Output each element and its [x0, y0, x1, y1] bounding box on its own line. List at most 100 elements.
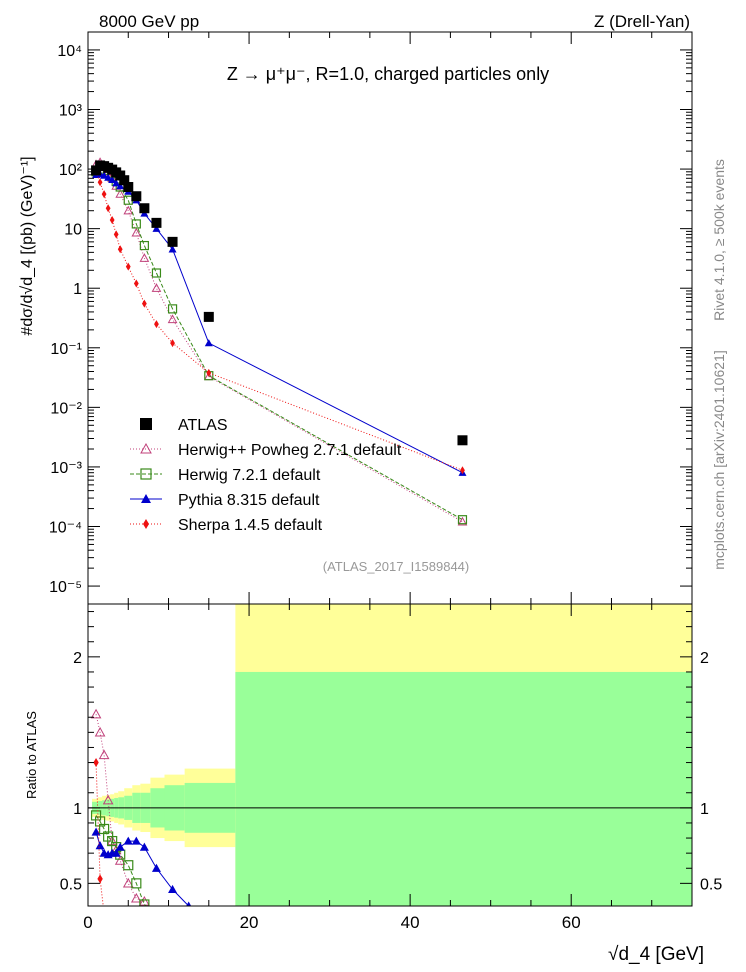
ratio-y-tick-label-right: 0.5 — [700, 876, 722, 893]
series-point — [460, 466, 465, 475]
analysis-label: (ATLAS_2017_I1589844) — [323, 559, 469, 574]
series-point — [108, 175, 117, 184]
ratio-series-point — [98, 749, 110, 760]
ratio-series-point — [102, 794, 114, 805]
y-tick-label: 10⁻² — [50, 400, 82, 417]
ratio-series-point — [114, 855, 126, 865]
legend: ATLAS Herwig++ Powheg 2.7.1 default Herwig… — [130, 417, 402, 534]
ratio-series-point — [186, 901, 192, 906]
ratio-y-tick-label: 1 — [73, 801, 82, 818]
mcplots-label: mcplots.cern.ch [arXiv:2401.10621] — [711, 350, 727, 569]
ratio-series-point — [91, 827, 101, 836]
ratio-series-point — [115, 842, 125, 851]
series-point — [97, 178, 103, 187]
x-tick-label: 0 — [83, 913, 92, 932]
ratio-series-point — [97, 874, 103, 884]
series-point — [206, 368, 212, 377]
ratio-series-point — [168, 884, 178, 893]
data-point — [457, 435, 468, 446]
ratio-series-point — [95, 841, 105, 850]
series-point — [101, 190, 107, 199]
ratio-series-point — [139, 842, 149, 851]
legend-marker — [143, 519, 149, 529]
series-point — [131, 219, 141, 229]
ratio-y-tick-label-right: 2 — [700, 650, 709, 667]
data-point — [151, 217, 162, 228]
y-tick-label: 10⁴ — [57, 43, 82, 60]
legend-label: ATLAS — [178, 417, 228, 434]
series-point — [151, 283, 162, 292]
ratio-series-group — [90, 708, 192, 933]
series-point — [141, 299, 147, 308]
series-point — [100, 171, 109, 179]
y-tick-label: 10⁻⁴ — [49, 519, 82, 536]
series-point — [125, 262, 131, 271]
series-point — [116, 181, 125, 190]
ratio-y-tick-label: 2 — [73, 650, 82, 667]
data-point — [131, 191, 142, 202]
ratio-series-point — [131, 836, 141, 845]
series-point — [109, 215, 115, 224]
series-point — [117, 245, 123, 254]
ratio-series-point — [130, 892, 142, 903]
ratio-series-point — [152, 909, 161, 918]
y-tick-label: 10⁻¹ — [50, 341, 82, 358]
series-point — [168, 245, 177, 253]
data-point — [123, 182, 134, 193]
series-point — [152, 224, 161, 232]
series-point — [151, 268, 162, 278]
series-point — [139, 253, 150, 262]
ratio-y-tick-label: 0.5 — [60, 876, 82, 893]
ratio-series-point — [123, 860, 134, 871]
ratio-series-point — [111, 848, 121, 857]
energy-label: 8000 GeV pp — [99, 12, 199, 31]
ratio-y-axis-label: Ratio to ATLAS — [24, 711, 39, 799]
series-point — [123, 205, 134, 215]
series-line — [95, 171, 463, 471]
y-tick-label: 1 — [73, 281, 82, 298]
data-point — [167, 236, 178, 247]
series-point — [170, 339, 175, 348]
legend-label: Sherpa 1.4.5 default — [178, 517, 323, 534]
legend-marker — [140, 442, 152, 454]
series-point — [112, 179, 121, 187]
legend-label: Herwig++ Powheg 2.7.1 default — [178, 442, 402, 459]
legend-marker — [140, 418, 152, 430]
ratio-series-point — [101, 909, 106, 918]
plot-title: Z → μ⁺μ⁻, R=1.0, charged particles only — [227, 64, 549, 84]
ratio-series-point — [105, 924, 110, 933]
ratio-series-clip — [90, 708, 192, 933]
rivet-version-label: Rivet 4.1.0, ≥ 500k events — [711, 159, 727, 321]
series-point — [457, 515, 468, 525]
ratio-series-point — [94, 726, 106, 737]
series-point — [104, 173, 113, 181]
series-point — [204, 339, 213, 347]
ratio-band-inner — [235, 671, 692, 906]
process-label: Z (Drell-Yan) — [594, 12, 690, 31]
y-tick-label: 10⁻⁵ — [49, 579, 82, 596]
series-point — [167, 304, 178, 314]
main-y-axis-label: #dσ/d√d_4 [(pb) (GeV)⁻¹] — [19, 156, 36, 335]
y-tick-label: 10³ — [59, 103, 83, 120]
x-axis-label: √d_4 [GeV] — [608, 944, 704, 965]
series-point — [457, 516, 468, 526]
data-point — [119, 175, 130, 186]
ratio-series-point — [139, 899, 150, 906]
legend-label: Herwig 7.2.1 default — [178, 467, 321, 484]
ratio-series-point — [151, 863, 161, 872]
series-point — [115, 189, 126, 198]
series-point — [154, 320, 159, 329]
ratio-series-point — [122, 877, 134, 888]
series-point — [131, 227, 142, 237]
series-point — [167, 314, 178, 324]
data-point — [139, 203, 150, 214]
ratio-y-tick-label-right: 1 — [700, 801, 709, 818]
y-tick-label: 10⁻³ — [50, 460, 82, 477]
legend-label: Pythia 8.315 default — [178, 492, 320, 509]
axis-ticks: 0 20 40 60 10⁻⁵ 10⁻⁴ 10⁻³ 10⁻² 10⁻¹ 1 10 10² 10³ 10⁴ 0… — [49, 31, 722, 932]
series-point — [139, 240, 149, 251]
series-point — [133, 279, 139, 288]
main-plot-area — [88, 32, 692, 604]
y-tick-label: 10 — [64, 222, 82, 239]
